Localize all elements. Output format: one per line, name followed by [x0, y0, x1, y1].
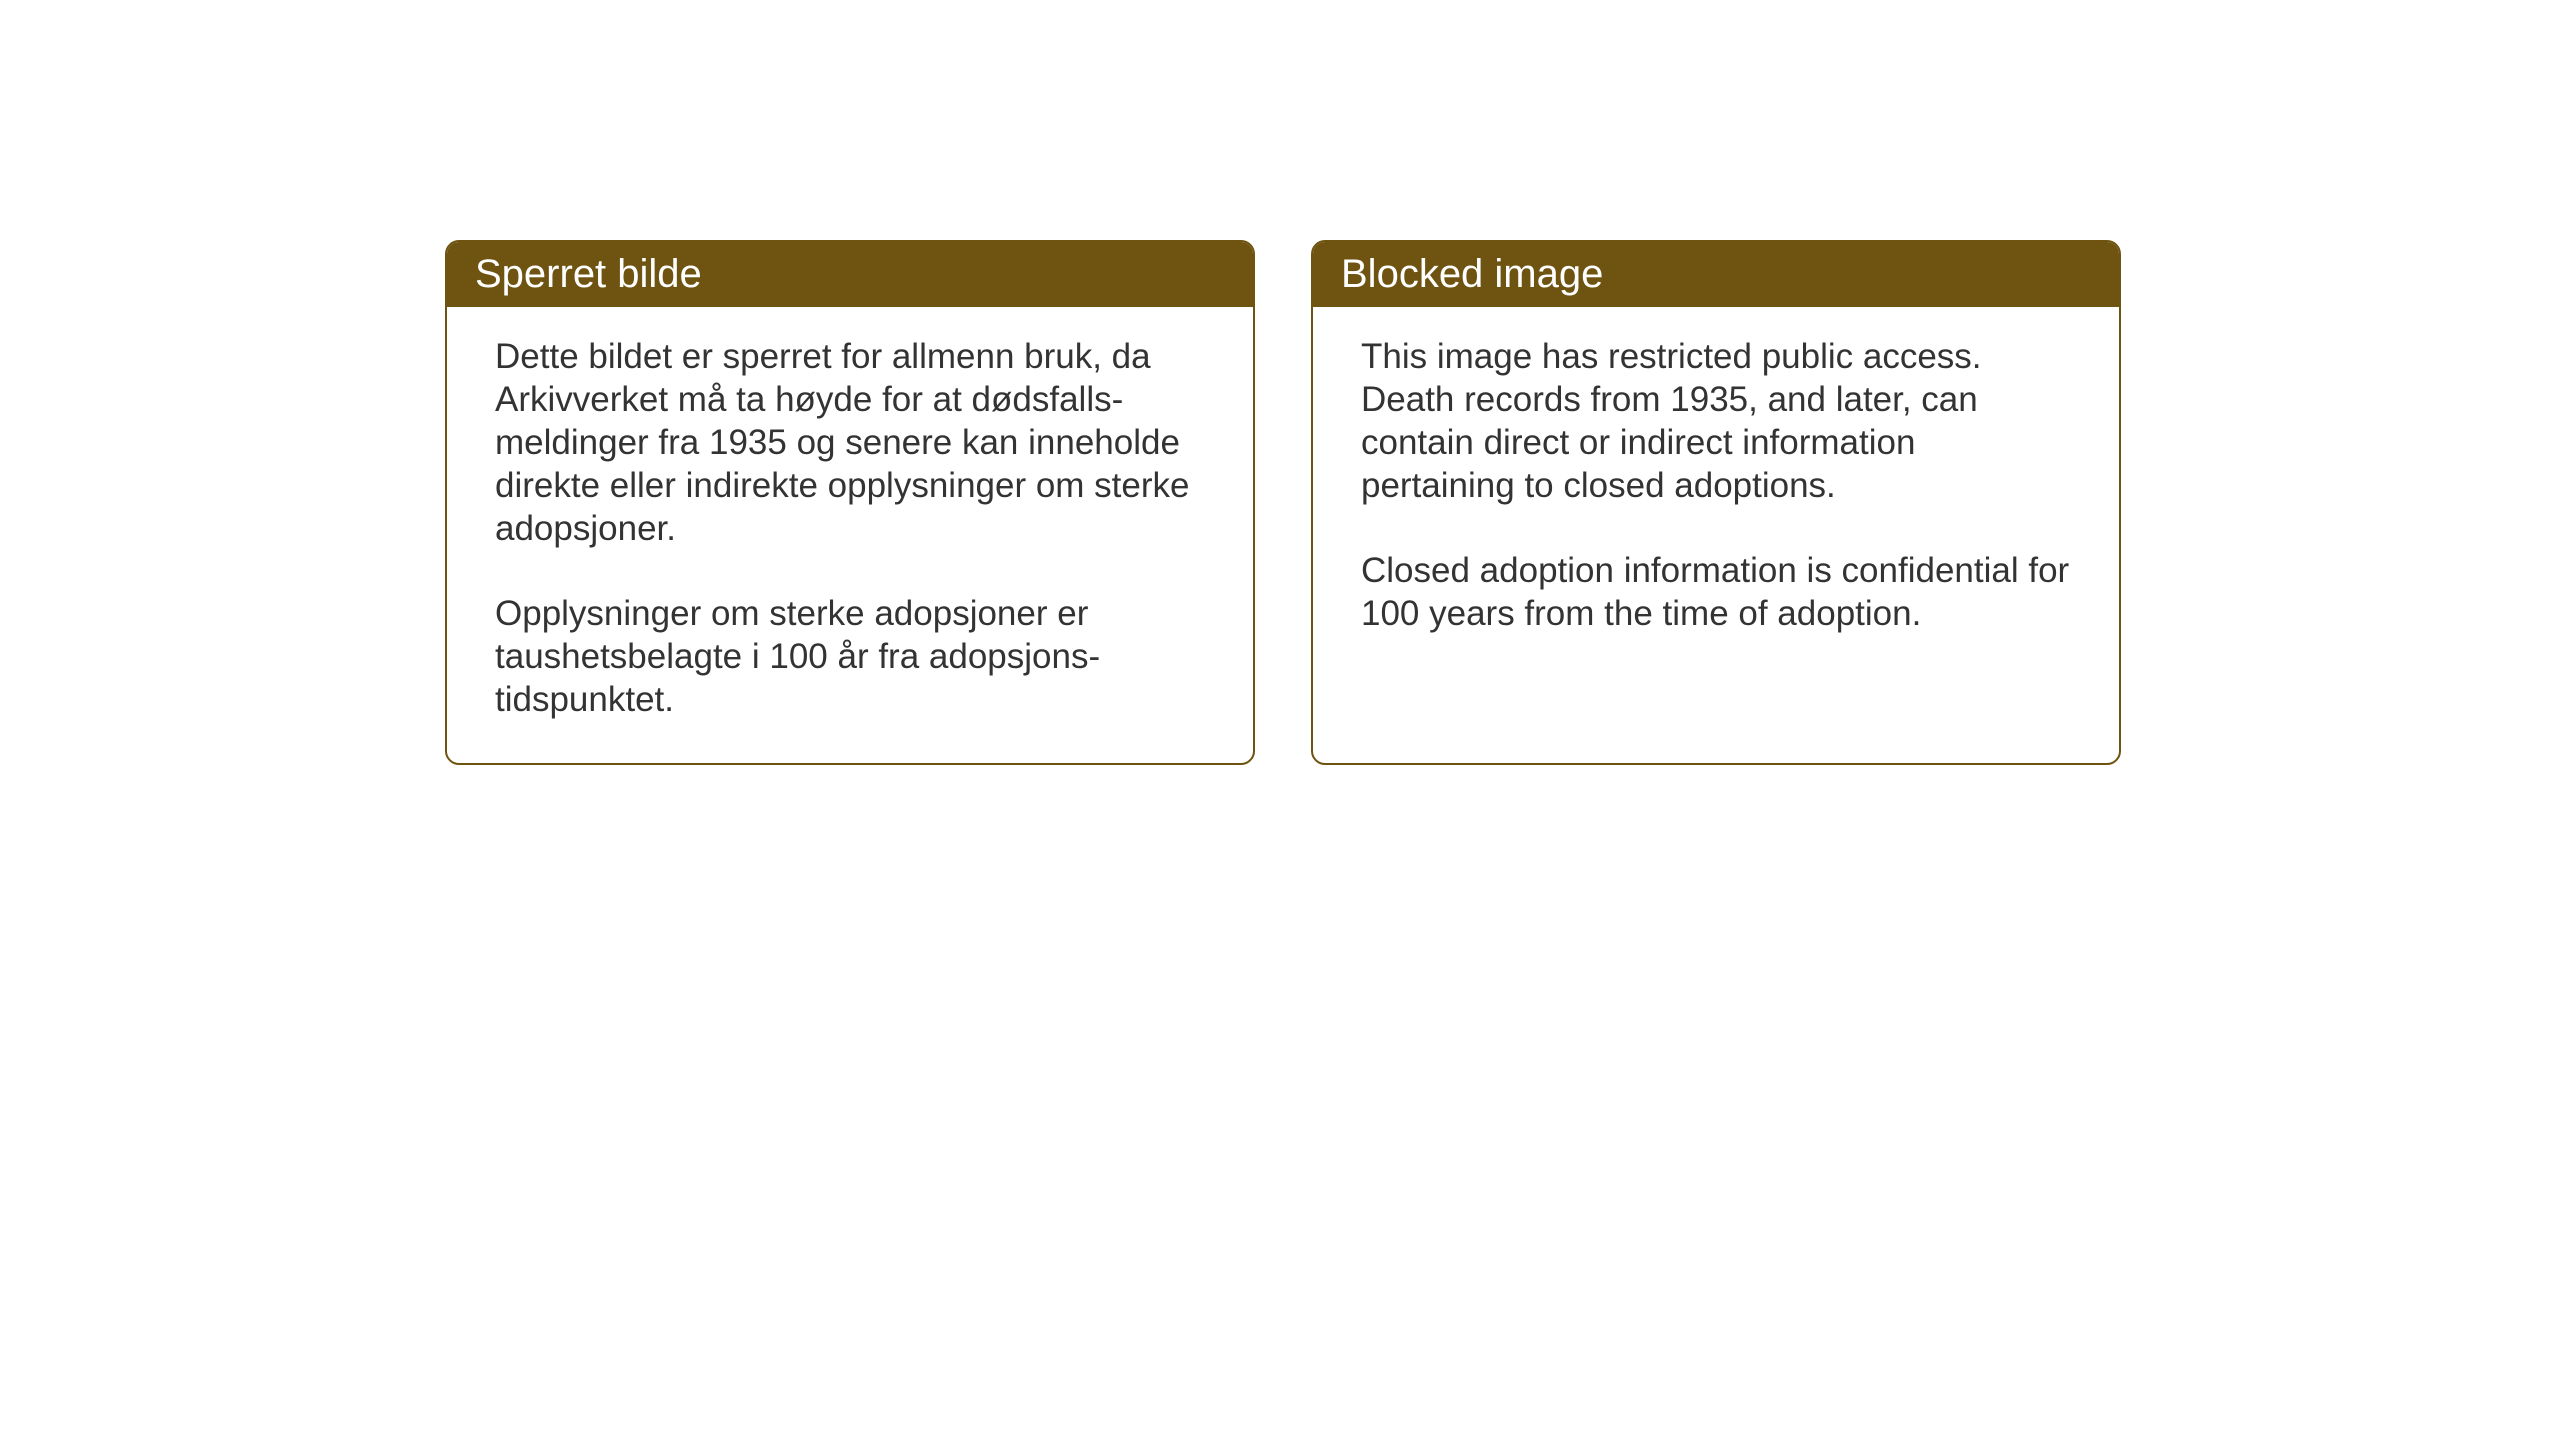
notice-title: Sperret bilde [447, 242, 1253, 307]
notice-body: This image has restricted public access.… [1313, 307, 2119, 677]
notice-paragraph: Dette bildet er sperret for allmenn bruk… [495, 335, 1205, 550]
notice-card-norwegian: Sperret bilde Dette bildet er sperret fo… [445, 240, 1255, 765]
notice-card-english: Blocked image This image has restricted … [1311, 240, 2121, 765]
notice-paragraph: Opplysninger om sterke adopsjoner er tau… [495, 592, 1205, 721]
notice-paragraph: Closed adoption information is confident… [1361, 549, 2071, 635]
notice-body: Dette bildet er sperret for allmenn bruk… [447, 307, 1253, 763]
notice-title: Blocked image [1313, 242, 2119, 307]
notice-paragraph: This image has restricted public access.… [1361, 335, 2071, 507]
notice-container: Sperret bilde Dette bildet er sperret fo… [445, 240, 2121, 765]
